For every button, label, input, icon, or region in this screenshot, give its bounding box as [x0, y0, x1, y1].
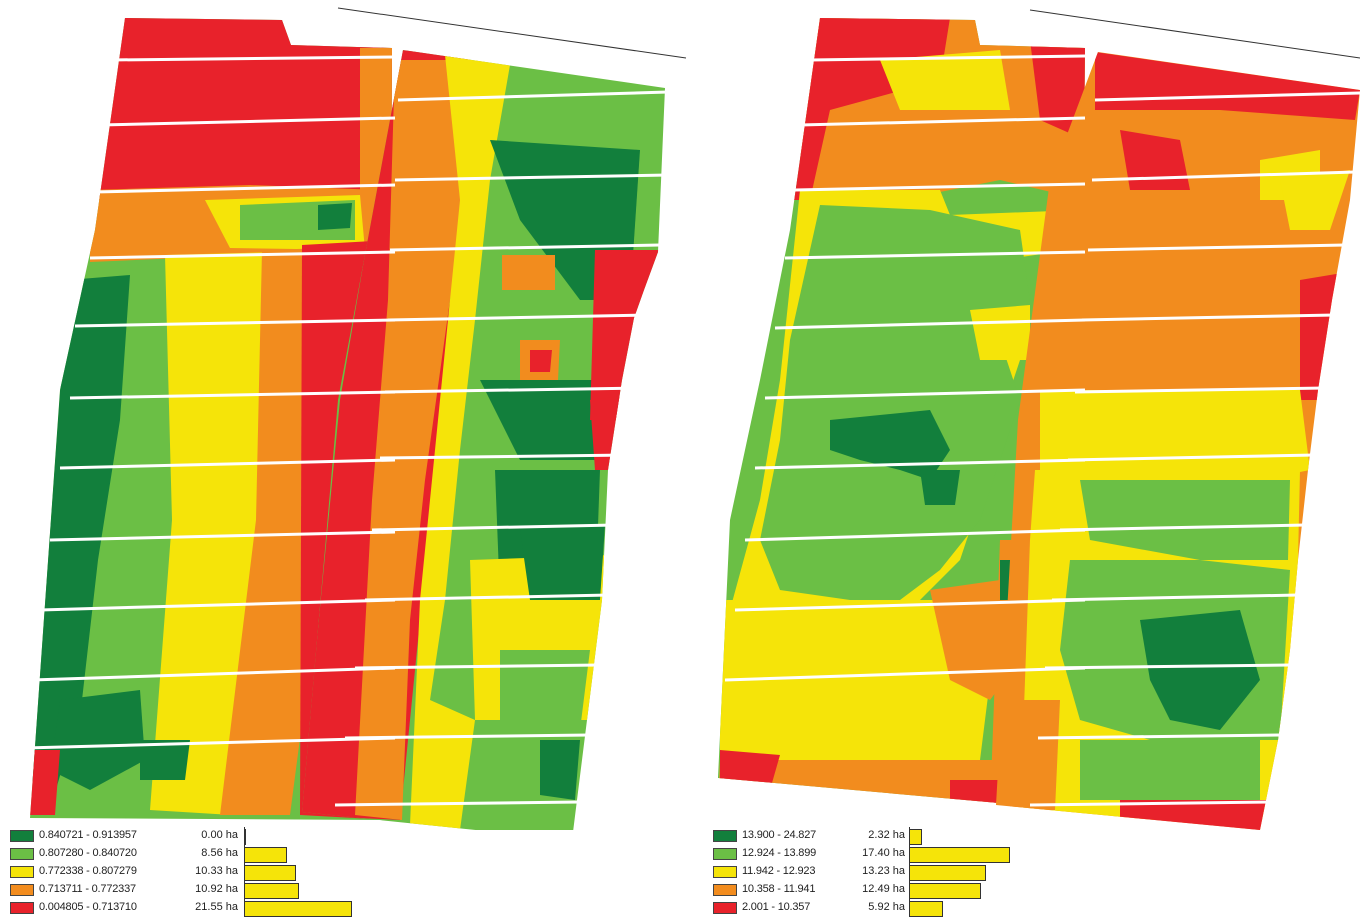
- legend-range: 0.807280 - 0.840720: [39, 847, 137, 859]
- legend-area: 17.40 ha: [862, 847, 905, 859]
- histogram-bar: [244, 883, 299, 899]
- histogram-bar: [909, 847, 1010, 863]
- right-map-panel: 13.900 - 24.827 2.32 ha 12.924 - 13.899 …: [700, 0, 1360, 920]
- legend-swatch: [10, 830, 34, 842]
- histogram-bar: [909, 829, 922, 845]
- legend-range: 11.942 - 12.923: [742, 865, 816, 877]
- legend-range: 0.772338 - 0.807279: [39, 865, 137, 877]
- legend-range: 12.924 - 13.899: [742, 847, 817, 859]
- histogram-bar: [244, 847, 287, 863]
- legend-area: 10.33 ha: [195, 865, 238, 877]
- legend-swatch: [10, 884, 34, 896]
- left-pass-lines: [24, 55, 669, 807]
- histogram-axis: [244, 827, 245, 917]
- legend-range: 2.001 - 10.357: [742, 901, 811, 913]
- histogram-bar: [909, 883, 981, 899]
- legend-range: 0.713711 - 0.772337: [39, 883, 136, 895]
- histogram-axis: [909, 827, 910, 917]
- left-map-panel: 0.840721 - 0.913957 0.00 ha 0.807280 - 0…: [10, 7, 687, 917]
- histogram-bar: [244, 901, 352, 917]
- legend-area: 8.56 ha: [201, 847, 238, 859]
- legend-area: 13.23 ha: [862, 865, 905, 877]
- legend-range: 0.004805 - 0.713710: [39, 901, 137, 913]
- right-pass-lines: [724, 54, 1360, 807]
- legend-swatch: [10, 866, 34, 878]
- histogram-bar: [909, 865, 986, 881]
- legend-swatch: [10, 902, 34, 914]
- legend-area: 5.92 ha: [868, 901, 905, 913]
- histogram-bar: [909, 901, 943, 917]
- left-field-map: [24, 7, 687, 830]
- north-reference-line: [337, 7, 687, 59]
- legend-area: 2.32 ha: [868, 829, 905, 841]
- histogram-bar: [244, 865, 296, 881]
- legend-range: 13.900 - 24.827: [742, 829, 817, 841]
- legend-swatch: [713, 884, 737, 896]
- legend-range: 10.358 - 11.941: [742, 883, 816, 895]
- north-reference-line: [1029, 9, 1360, 59]
- legend-swatch: [713, 866, 737, 878]
- legend-range: 0.840721 - 0.913957: [39, 829, 137, 841]
- legend-area: 21.55 ha: [195, 901, 238, 913]
- legend-swatch: [713, 902, 737, 914]
- legend-area: 10.92 ha: [195, 883, 238, 895]
- legend-swatch: [713, 848, 737, 860]
- legend-swatch: [713, 830, 737, 842]
- legend-area: 12.49 ha: [862, 883, 905, 895]
- right-field-map: [718, 9, 1360, 830]
- legend-swatch: [10, 848, 34, 860]
- legend-area: 0.00 ha: [201, 829, 238, 841]
